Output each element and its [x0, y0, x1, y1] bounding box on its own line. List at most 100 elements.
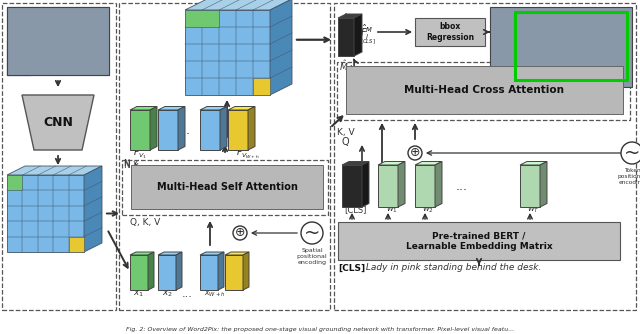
Text: $\oplus$: $\oplus$: [234, 226, 246, 239]
Polygon shape: [185, 10, 219, 27]
Polygon shape: [68, 236, 84, 252]
Polygon shape: [158, 107, 185, 110]
Text: N x: N x: [124, 160, 138, 168]
Text: $\oplus$: $\oplus$: [410, 147, 420, 160]
Text: Token
positional
encoding: Token positional encoding: [618, 168, 640, 185]
Circle shape: [301, 222, 323, 244]
Text: Fig. 2: Overview of Word2Pix: the proposed one-stage visual grounding network wi: Fig. 2: Overview of Word2Pix: the propos…: [126, 328, 514, 333]
Polygon shape: [178, 107, 185, 150]
Text: $\hat{M}$ x: $\hat{M}$ x: [339, 59, 356, 73]
Polygon shape: [354, 14, 362, 56]
Polygon shape: [540, 162, 547, 207]
Text: $_{[CLS]}$: $_{[CLS]}$: [360, 37, 376, 47]
Polygon shape: [130, 107, 157, 110]
Polygon shape: [338, 18, 354, 56]
Polygon shape: [185, 0, 292, 10]
Text: N x: N x: [124, 161, 139, 169]
Text: ...: ...: [179, 124, 191, 137]
Polygon shape: [378, 165, 398, 207]
Polygon shape: [520, 165, 540, 207]
Polygon shape: [22, 95, 94, 150]
Polygon shape: [150, 107, 157, 150]
Polygon shape: [415, 162, 442, 165]
Text: ~: ~: [304, 223, 320, 242]
Text: $F_{V_{W+h}}^{N}$: $F_{V_{W+h}}^{N}$: [236, 145, 260, 161]
Polygon shape: [225, 255, 243, 290]
Polygon shape: [218, 252, 224, 290]
Polygon shape: [342, 162, 369, 165]
Polygon shape: [200, 255, 218, 290]
Polygon shape: [415, 165, 435, 207]
Polygon shape: [362, 162, 369, 207]
Polygon shape: [228, 107, 255, 110]
Polygon shape: [7, 166, 102, 175]
Polygon shape: [378, 162, 405, 165]
Text: bbox
Regression: bbox Regression: [426, 22, 474, 42]
Polygon shape: [158, 255, 176, 290]
Text: $x_2$: $x_2$: [161, 289, 173, 299]
Circle shape: [233, 226, 247, 240]
Text: $w_T$: $w_T$: [527, 205, 540, 215]
Text: $w_2$: $w_2$: [422, 205, 435, 215]
Bar: [131, 165, 323, 209]
Polygon shape: [270, 0, 292, 95]
Text: Pre-trained BERT /
Learnable Embedding Matrix: Pre-trained BERT / Learnable Embedding M…: [406, 231, 552, 251]
Polygon shape: [84, 166, 102, 252]
Text: [CLS]: [CLS]: [344, 205, 367, 214]
Bar: [334, 3, 636, 310]
Text: Multi-Head Cross Attention: Multi-Head Cross Attention: [404, 85, 564, 95]
Polygon shape: [398, 162, 405, 207]
Polygon shape: [342, 165, 362, 207]
Bar: [415, 18, 485, 46]
Polygon shape: [158, 110, 178, 150]
Polygon shape: [228, 110, 248, 150]
Text: $w_1$: $w_1$: [385, 205, 397, 215]
Text: $x_{W+h}$: $x_{W+h}$: [204, 289, 226, 299]
Polygon shape: [130, 255, 148, 290]
Text: Q, K, V: Q, K, V: [130, 217, 160, 226]
Bar: [515, 12, 627, 80]
Bar: [490, 7, 632, 87]
Polygon shape: [148, 252, 154, 290]
Bar: [122, 160, 328, 215]
Text: $x_1$: $x_1$: [134, 289, 145, 299]
Polygon shape: [520, 162, 547, 165]
Text: CNN: CNN: [43, 116, 73, 129]
Text: $\hat{F}_{l}^{M}$: $\hat{F}_{l}^{M}$: [360, 22, 373, 42]
Bar: [2, 3, 116, 310]
Circle shape: [408, 146, 422, 160]
Bar: [7, 7, 109, 75]
Polygon shape: [200, 107, 227, 110]
Polygon shape: [130, 110, 150, 150]
Bar: [337, 62, 630, 120]
Polygon shape: [338, 14, 362, 18]
Polygon shape: [248, 107, 255, 150]
Text: ...: ...: [456, 179, 468, 192]
Bar: [338, 222, 620, 260]
Polygon shape: [435, 162, 442, 207]
Polygon shape: [158, 252, 182, 255]
Polygon shape: [200, 252, 224, 255]
Polygon shape: [243, 252, 249, 290]
Text: [CLS]: [CLS]: [338, 264, 365, 273]
Text: ...: ...: [182, 289, 193, 299]
Circle shape: [621, 142, 640, 164]
Polygon shape: [7, 175, 84, 252]
Polygon shape: [225, 252, 249, 255]
Text: K, V: K, V: [337, 128, 355, 137]
Text: Spatial
positional
encoding: Spatial positional encoding: [297, 248, 327, 265]
Text: Multi-Head Self Attention: Multi-Head Self Attention: [157, 182, 298, 192]
Bar: [119, 3, 330, 310]
Polygon shape: [176, 252, 182, 290]
Polygon shape: [200, 110, 220, 150]
Bar: [346, 66, 623, 114]
Polygon shape: [220, 107, 227, 150]
Polygon shape: [185, 10, 270, 95]
Polygon shape: [7, 175, 22, 190]
Polygon shape: [130, 252, 154, 255]
Text: Q: Q: [341, 137, 349, 147]
Text: Lady in pink standing behind the desk.: Lady in pink standing behind the desk.: [363, 264, 541, 273]
Polygon shape: [253, 78, 270, 95]
Bar: [7, 7, 109, 75]
Text: $F_{V_1}^{N}$: $F_{V_1}^{N}$: [133, 145, 147, 161]
